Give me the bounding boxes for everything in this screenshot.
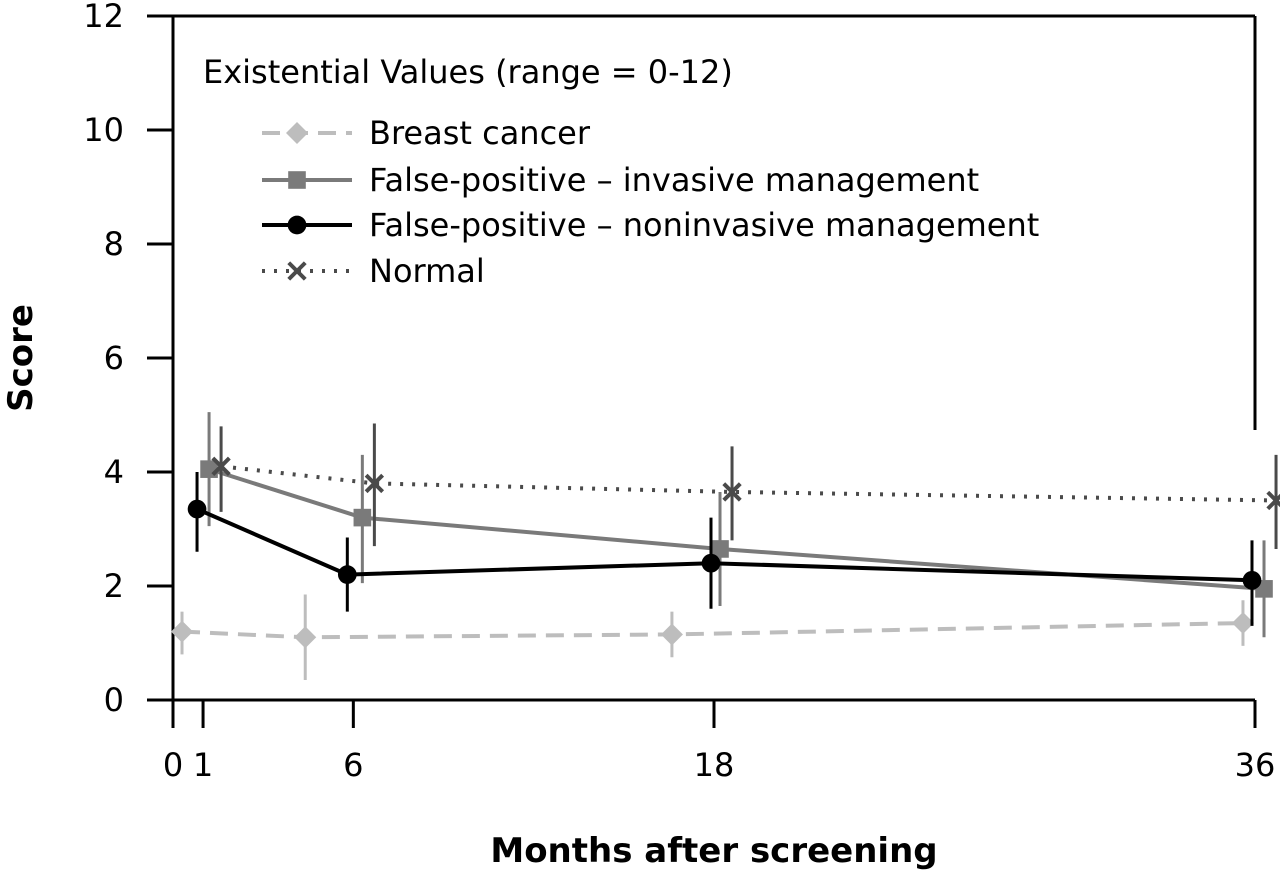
series-3 [213, 424, 1280, 549]
legend-label: False-positive – invasive management [369, 161, 979, 199]
y-axis-title: Score [1, 304, 41, 412]
x-tick-label: 1 [193, 746, 213, 784]
series-line [182, 623, 1243, 637]
circle-point [702, 554, 721, 573]
legend-item: Normal [262, 252, 485, 290]
legend-item: False-positive – invasive management [262, 161, 979, 199]
y-tick-label: 10 [83, 111, 124, 149]
square-point [354, 509, 372, 527]
x-point [289, 263, 306, 280]
circle-point [338, 565, 357, 584]
x-axis-title: Months after screening [490, 831, 937, 871]
y-tick-label: 0 [104, 681, 124, 719]
x-tick-label: 18 [694, 746, 735, 784]
x-tick-label: 36 [1235, 746, 1276, 784]
y-tick-label: 8 [104, 225, 124, 263]
circle-point [288, 216, 307, 235]
diamond-point [661, 623, 683, 645]
circle-point [1243, 571, 1262, 590]
series-0 [171, 595, 1254, 681]
series-line [221, 466, 1276, 500]
legend-item: Breast cancer [262, 114, 591, 152]
diamond-point [286, 122, 308, 144]
square-point [288, 171, 306, 189]
circle-point [188, 500, 207, 519]
x-tick-label: 0 [163, 746, 183, 784]
x-tick-label: 6 [343, 746, 363, 784]
y-tick-label: 2 [104, 567, 124, 605]
y-tick-label: 6 [104, 339, 124, 377]
x-point [1268, 492, 1280, 509]
legend-item: False-positive – noninvasive management [262, 206, 1039, 244]
series-1 [200, 412, 1273, 637]
legend: Existential Values (range = 0-12) Breast… [203, 53, 1039, 290]
y-tick-label: 12 [83, 0, 124, 35]
y-tick-label: 4 [104, 453, 124, 491]
legend-label: False-positive – noninvasive management [369, 206, 1039, 244]
legend-label: Normal [369, 252, 485, 290]
chart-marks [171, 412, 1280, 680]
chart-title: Existential Values (range = 0-12) [203, 53, 733, 91]
chart: 0246810120 1 6 18 36 Existential Values (ran… [0, 0, 1280, 873]
legend-label: Breast cancer [369, 114, 591, 152]
diamond-point [294, 626, 316, 648]
